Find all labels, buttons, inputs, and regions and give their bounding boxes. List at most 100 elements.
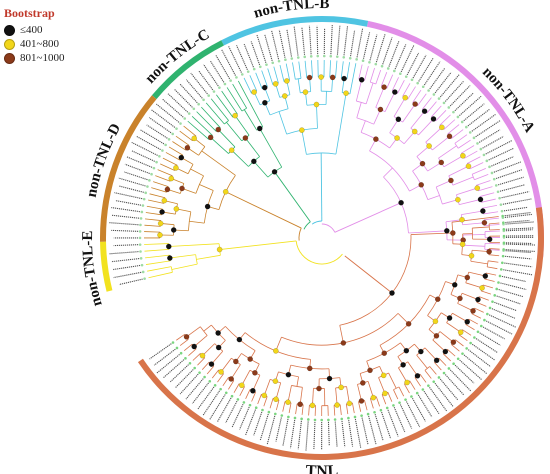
tip-label — [485, 320, 513, 335]
tip-label — [387, 409, 399, 437]
tip-marker — [179, 351, 183, 355]
branch — [383, 167, 393, 178]
bootstrap-node — [207, 134, 214, 141]
tip-marker — [502, 228, 506, 231]
bootstrap-node — [480, 208, 486, 214]
branch — [416, 354, 428, 369]
branch — [148, 271, 173, 279]
bootstrap-node — [464, 274, 471, 281]
branch — [357, 384, 362, 402]
bootstrap-node — [329, 74, 336, 81]
branch — [356, 102, 362, 119]
tip-marker — [393, 69, 396, 73]
tip-label — [203, 64, 219, 87]
tip-label — [382, 37, 393, 65]
tip-marker — [230, 394, 234, 398]
branch — [386, 74, 394, 89]
branch — [205, 102, 225, 125]
tip-label — [202, 390, 220, 416]
branch — [380, 72, 388, 87]
tip-label — [190, 72, 208, 95]
tip-label — [498, 288, 524, 298]
bootstrap-node — [341, 75, 347, 82]
branch — [418, 118, 434, 136]
tip-label — [505, 229, 533, 232]
legend-label-mid: 401~800 — [20, 38, 59, 50]
branch — [489, 222, 500, 225]
tip-marker — [148, 179, 151, 182]
branch — [176, 333, 185, 341]
tip-marker — [380, 64, 384, 68]
tip-marker — [198, 371, 201, 374]
tip-label — [118, 177, 146, 187]
tip-marker — [280, 414, 284, 417]
tip-marker — [456, 357, 460, 361]
branch — [261, 70, 268, 87]
bootstrap-node — [479, 285, 485, 291]
branch-arc — [486, 260, 489, 267]
branch — [358, 401, 362, 412]
tip-label — [505, 249, 536, 252]
bootstrap-node — [404, 379, 410, 386]
branch — [381, 394, 387, 405]
branch — [419, 373, 427, 383]
bootstrap-node — [418, 348, 424, 355]
bootstrap-node — [430, 116, 437, 122]
clade-stem — [274, 171, 311, 223]
tip-label — [491, 308, 516, 319]
tip-label — [505, 219, 530, 224]
branch — [484, 224, 500, 227]
branch — [435, 110, 447, 122]
branch — [403, 131, 416, 144]
tip-marker — [348, 56, 352, 60]
tip-label — [221, 49, 236, 76]
branch — [168, 146, 183, 156]
branch — [360, 120, 366, 133]
tip-marker — [486, 312, 489, 316]
branch — [183, 125, 197, 137]
bootstrap-node — [173, 206, 180, 212]
tip-marker — [171, 341, 175, 344]
branch — [408, 230, 447, 234]
tip-label — [215, 54, 231, 80]
bootstrap-node — [457, 329, 464, 336]
bootstrap-node — [358, 76, 365, 83]
branch — [179, 338, 189, 346]
bootstrap-node — [470, 308, 476, 314]
branch — [442, 353, 451, 362]
tip-label — [239, 406, 250, 430]
bootstrap-node — [444, 228, 450, 234]
bootstrap-node — [457, 295, 463, 302]
branch — [469, 162, 484, 170]
branch — [316, 104, 318, 129]
branch — [179, 130, 193, 141]
tip-marker — [175, 346, 179, 350]
tip-marker — [242, 401, 246, 404]
tip-marker — [483, 318, 486, 322]
tip-marker — [140, 263, 144, 267]
tip-marker — [398, 401, 401, 404]
branch — [193, 335, 208, 347]
branch — [222, 377, 229, 387]
bootstrap-node — [161, 197, 168, 204]
tip-label — [179, 373, 199, 395]
branch — [389, 119, 399, 134]
bootstrap-node — [381, 84, 387, 90]
bootstrap-node — [395, 116, 402, 123]
bootstrap-node — [272, 378, 279, 384]
tip-label — [504, 262, 533, 268]
tip-marker — [501, 214, 504, 218]
tip-marker — [494, 184, 498, 187]
branch — [335, 60, 338, 78]
tip-marker — [421, 85, 425, 89]
bootstrap-node — [252, 369, 258, 376]
tip-marker — [501, 261, 504, 265]
tip-label — [118, 185, 144, 193]
tip-marker — [386, 67, 390, 70]
legend-swatch-high — [4, 52, 15, 64]
bootstrap-node — [405, 321, 412, 327]
tip-label — [375, 34, 386, 63]
bootstrap-node — [164, 186, 171, 193]
clade-ring-1 — [221, 15, 369, 46]
branch-arc — [356, 117, 374, 125]
